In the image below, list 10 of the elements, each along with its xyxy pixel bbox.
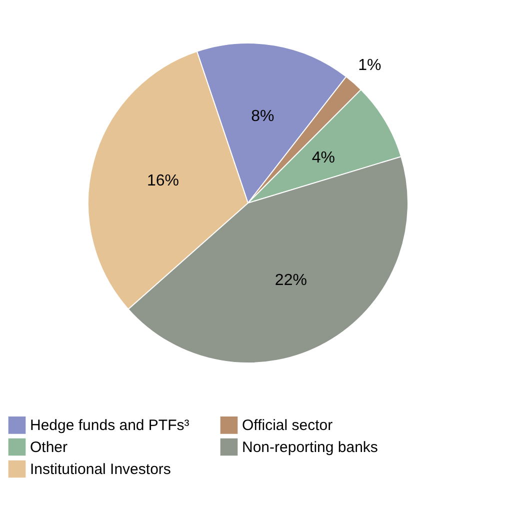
data-label: 8% [251, 108, 274, 126]
legend-label: Non-reporting banks [242, 439, 378, 456]
data-label: 1% [358, 56, 382, 74]
data-label: 16% [146, 172, 179, 190]
data-label: 22% [274, 272, 307, 289]
legend-label: Other [30, 439, 68, 456]
legend-label: Official sector [242, 417, 333, 434]
legend-label: Hedge funds and PTFs³ [30, 417, 190, 434]
legend-label: Institutional Investors [30, 461, 171, 478]
data-label: 4% [312, 150, 336, 167]
